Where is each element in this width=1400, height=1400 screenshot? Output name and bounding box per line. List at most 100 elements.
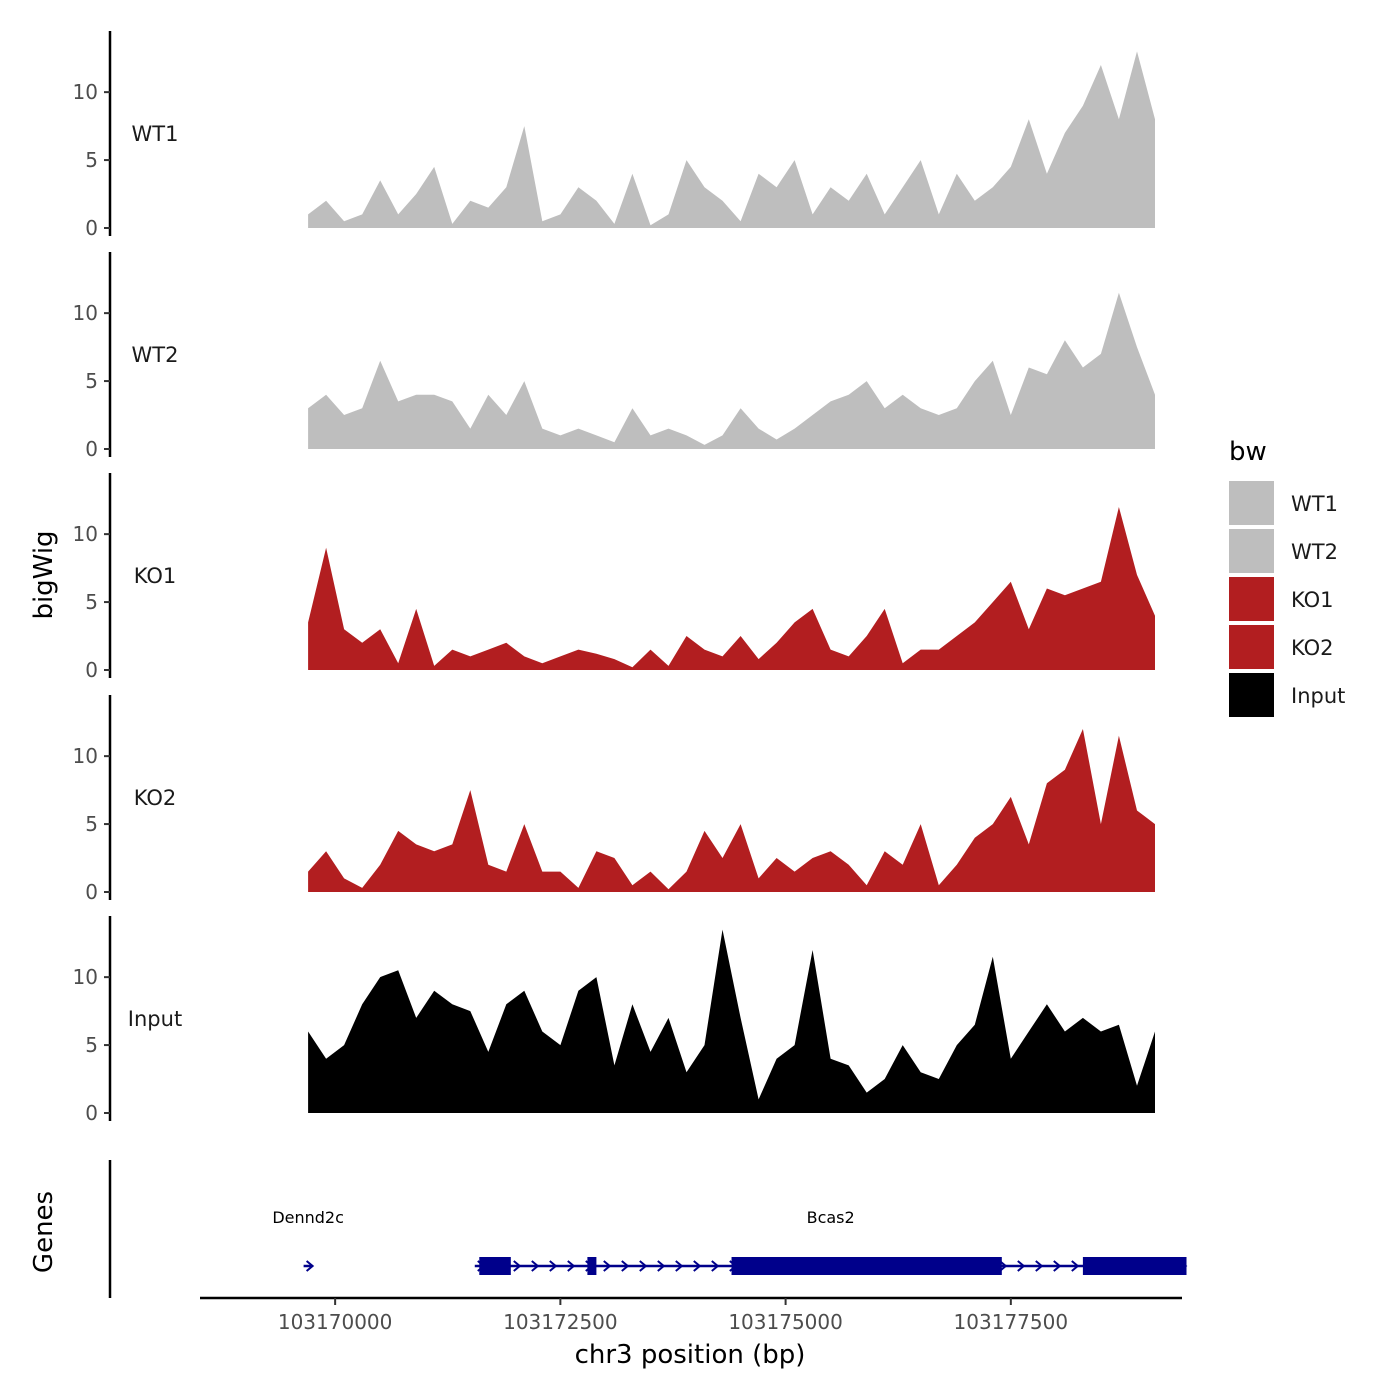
point-input-46 xyxy=(1136,1084,1139,1087)
point-input-12 xyxy=(523,989,526,992)
point-wt1-17 xyxy=(613,222,616,225)
point-ko1-41 xyxy=(1045,587,1048,590)
strand-arrow xyxy=(711,1260,720,1272)
point-wt1-3 xyxy=(361,213,364,216)
point-ko2-22 xyxy=(703,829,706,832)
y-tick-label-ko2-0: 0 xyxy=(85,880,98,904)
point-ko1-45 xyxy=(1117,506,1120,509)
point-wt1-29 xyxy=(829,186,832,189)
point-wt2-25 xyxy=(757,427,760,430)
gene-dennd2c: Dennd2c xyxy=(272,1208,344,1272)
point-ko2-16 xyxy=(595,850,598,853)
point-wt2-22 xyxy=(703,443,706,446)
point-ko1-44 xyxy=(1099,580,1102,583)
point-ko2-2 xyxy=(343,877,346,880)
track-ko1: 0 5 10 KO1 xyxy=(73,473,1156,682)
point-ko1-33 xyxy=(901,662,904,665)
point-wt2-3 xyxy=(361,407,364,410)
point-wt1-26 xyxy=(775,186,778,189)
track-label-input: Input xyxy=(128,1007,182,1031)
area-input xyxy=(308,929,1156,1113)
point-input-16 xyxy=(595,976,598,979)
point-ko1-10 xyxy=(487,648,490,651)
strand-arrow xyxy=(1053,1260,1062,1272)
point-wt1-41 xyxy=(1045,172,1048,175)
point-wt2-16 xyxy=(595,434,598,437)
track-input: 0 5 10 Input xyxy=(73,916,1156,1125)
point-ko2-20 xyxy=(667,888,670,891)
point-wt2-46 xyxy=(1136,346,1139,349)
legend-swatch-ko2 xyxy=(1229,625,1274,669)
point-ko2-30 xyxy=(847,863,850,866)
point-wt1-43 xyxy=(1081,104,1084,107)
point-ko2-44 xyxy=(1099,823,1102,826)
area-ko2 xyxy=(308,729,1156,892)
gene-bcas2: Bcas2 xyxy=(474,1208,1188,1275)
point-ko2-36 xyxy=(955,863,958,866)
point-wt2-29 xyxy=(829,400,832,403)
point-ko1-27 xyxy=(793,621,796,624)
point-ko1-20 xyxy=(667,664,670,667)
point-input-25 xyxy=(757,1098,760,1101)
point-wt1-23 xyxy=(721,199,724,202)
point-input-33 xyxy=(901,1044,904,1047)
point-input-36 xyxy=(955,1044,958,1047)
signal-tracks: 0 5 10 WT1 0 5 10 WT2 0 5 10 KO1 0 5 10 KO2 0 5 10 Input xyxy=(73,31,1157,1125)
point-ko2-29 xyxy=(829,850,832,853)
point-wt2-45 xyxy=(1117,291,1120,294)
point-wt2-28 xyxy=(811,414,814,417)
point-input-5 xyxy=(397,969,400,972)
point-input-30 xyxy=(847,1064,850,1067)
point-input-11 xyxy=(505,1003,508,1006)
point-wt1-12 xyxy=(523,125,526,128)
y-axis-title: bigWig xyxy=(29,530,59,619)
y-tick-label-input-10: 10 xyxy=(73,965,98,989)
point-ko2-46 xyxy=(1136,809,1139,812)
point-wt2-43 xyxy=(1081,366,1084,369)
gene-label-bcas2: Bcas2 xyxy=(807,1208,855,1227)
point-wt2-40 xyxy=(1027,366,1030,369)
strand-arrow xyxy=(567,1260,576,1272)
point-input-22 xyxy=(703,1044,706,1047)
point-ko1-40 xyxy=(1027,628,1030,631)
point-ko2-23 xyxy=(721,857,724,860)
point-wt2-19 xyxy=(649,434,652,437)
y-tick-label-wt1-5: 5 xyxy=(85,148,98,172)
point-wt2-47 xyxy=(1154,393,1157,396)
point-ko2-31 xyxy=(865,884,868,887)
point-wt1-28 xyxy=(811,213,814,216)
point-wt1-4 xyxy=(379,179,382,182)
point-input-43 xyxy=(1081,1016,1084,1019)
strand-arrow xyxy=(657,1260,666,1272)
point-wt1-13 xyxy=(541,220,544,223)
point-wt1-47 xyxy=(1154,118,1157,121)
point-input-42 xyxy=(1063,1030,1066,1033)
point-input-38 xyxy=(991,955,994,958)
point-ko2-6 xyxy=(415,843,418,846)
point-wt1-10 xyxy=(487,206,490,209)
y-tick-label-input-5: 5 xyxy=(85,1033,98,1057)
strand-arrow xyxy=(603,1260,612,1272)
point-wt1-33 xyxy=(901,186,904,189)
point-wt2-33 xyxy=(901,393,904,396)
point-ko2-11 xyxy=(505,870,508,873)
point-ko1-43 xyxy=(1081,587,1084,590)
point-ko1-24 xyxy=(739,635,742,638)
point-wt2-31 xyxy=(865,380,868,383)
point-wt2-17 xyxy=(613,441,616,444)
point-input-39 xyxy=(1009,1057,1012,1060)
point-ko1-28 xyxy=(811,607,814,610)
point-wt2-38 xyxy=(991,359,994,362)
y-tick-label-wt1-0: 0 xyxy=(85,216,98,240)
point-ko1-13 xyxy=(541,662,544,665)
point-ko2-32 xyxy=(883,850,886,853)
point-wt1-35 xyxy=(937,213,940,216)
point-input-1 xyxy=(325,1057,328,1060)
point-wt1-37 xyxy=(973,199,976,202)
strand-arrow xyxy=(1071,1260,1080,1272)
point-ko1-18 xyxy=(631,666,634,669)
point-wt1-15 xyxy=(577,186,580,189)
point-wt2-26 xyxy=(775,438,778,441)
x-axis: 103170000 103172500 103175000 103177500 xyxy=(200,1296,1182,1334)
point-wt2-36 xyxy=(955,407,958,410)
